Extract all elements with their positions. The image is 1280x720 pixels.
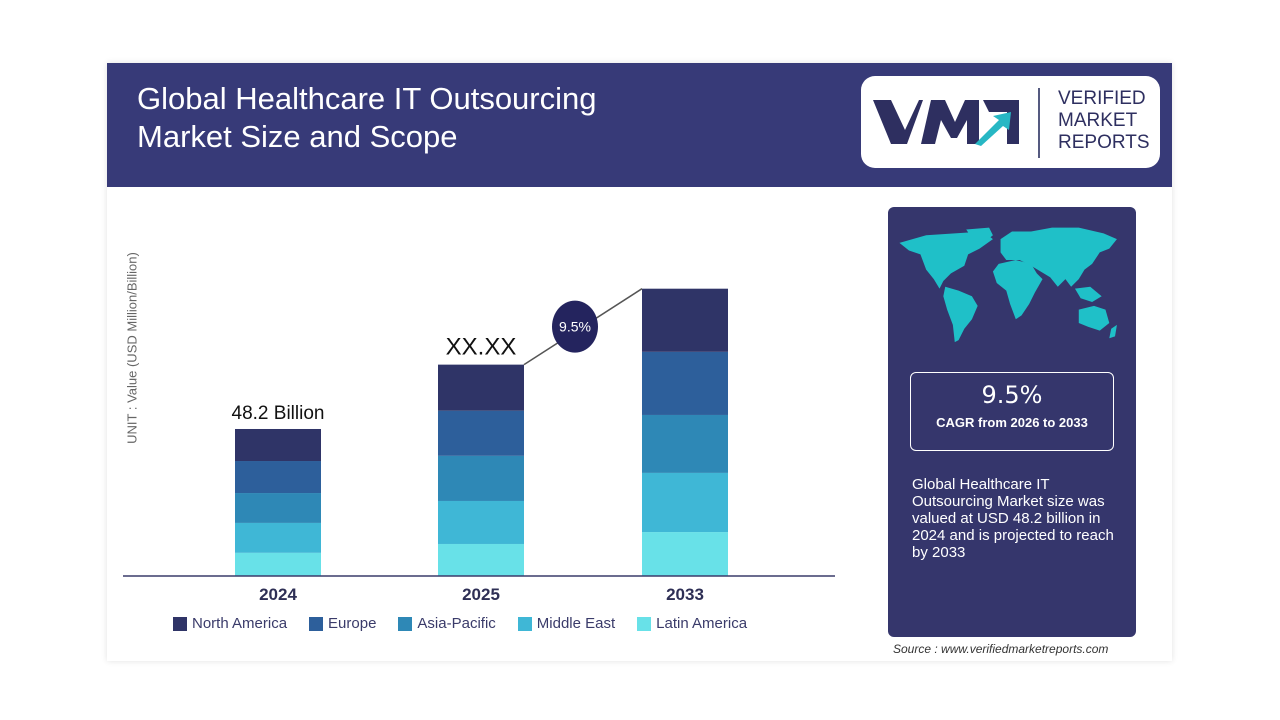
vmr-logo-mark-icon — [873, 100, 1019, 146]
legend-swatch — [637, 616, 652, 631]
cagr-bubble-label: 9.5% — [559, 319, 591, 335]
bar-segment-europe — [642, 351, 728, 415]
cagr-label: CAGR from 2026 to 2033 — [936, 415, 1088, 430]
bar-segment-asia-pacific — [438, 455, 524, 501]
bar-segment-middle-east — [438, 500, 524, 544]
legend-swatch — [398, 616, 413, 631]
bar-segment-asia-pacific — [642, 414, 728, 473]
x-tick-label: 2025 — [462, 585, 500, 604]
bar-segment-latin-america — [235, 552, 321, 576]
bar-segment-middle-east — [642, 472, 728, 533]
logo-line: REPORTS — [1058, 132, 1150, 153]
cagr-bubble — [552, 300, 598, 353]
legend-label: Europe — [328, 615, 377, 632]
legend-item: Europe — [309, 615, 376, 632]
logo-text: VERIFIED MARKET REPORTS — [1058, 88, 1150, 154]
bar-total-label: 48.2 Billion — [232, 403, 325, 424]
legend-swatch — [173, 616, 187, 631]
cagr-box: 9.5% CAGR from 2026 to 2033 — [910, 372, 1114, 451]
legend-swatch — [309, 616, 324, 631]
page-title: Global Healthcare IT Outsourcing Market … — [137, 80, 597, 156]
title-line-2: Market Size and Scope — [137, 119, 458, 154]
legend-label: Latin America — [656, 615, 748, 632]
legend-item: Latin America — [637, 615, 747, 632]
logo-divider — [1038, 88, 1040, 158]
summary-panel — [888, 207, 1136, 637]
bar-segment-europe — [438, 410, 524, 456]
bar-segment-north-america — [438, 364, 524, 411]
legend-item: Asia-Pacific — [398, 615, 496, 632]
legend-swatch — [517, 616, 532, 631]
cagr-value: 9.5% — [981, 381, 1043, 409]
bar-segment-asia-pacific — [235, 493, 321, 523]
logo — [861, 76, 1160, 168]
legend-label: Middle East — [536, 615, 616, 632]
bar-total-label: XX.XX — [446, 334, 517, 361]
logo-line: VERIFIED — [1058, 88, 1146, 109]
logo-line: MARKET — [1058, 110, 1138, 131]
x-tick-label: 2033 — [666, 585, 704, 604]
legend-label: North America — [192, 615, 288, 632]
world-map-icon — [899, 227, 1117, 343]
bar-segment-latin-america — [438, 543, 524, 576]
bar-segment-latin-america — [642, 532, 728, 576]
bar-segment-north-america — [642, 288, 728, 352]
legend-item: Middle East — [517, 615, 616, 632]
legend-item: North America — [173, 615, 287, 632]
chart-legend: North America Europe Asia-Pacific Middle Ea… — [173, 615, 747, 632]
source-citation: Source : www.verifiedmarketreports.com — [893, 642, 1109, 656]
market-description: Global Healthcare IT Outsourcing Market … — [912, 476, 1114, 561]
title-line-1: Global Healthcare IT Outsourcing — [137, 81, 597, 116]
bar-segment-middle-east — [235, 522, 321, 553]
bar-segment-europe — [235, 461, 321, 494]
x-tick-label: 2024 — [259, 585, 297, 604]
legend-label: Asia-Pacific — [417, 615, 496, 632]
bar-segment-north-america — [235, 428, 321, 462]
